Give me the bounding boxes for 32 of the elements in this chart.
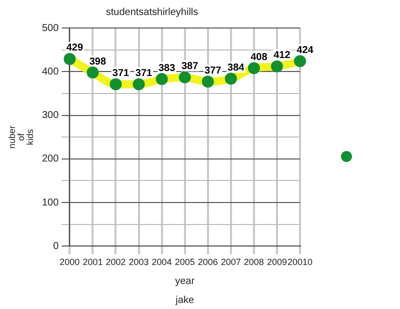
y-tick-label: 300 (42, 110, 60, 122)
x-tick-label: 20010 (287, 257, 313, 268)
y-axis-title: nuber of kids (6, 126, 35, 149)
y-tick-label: 400 (42, 66, 60, 78)
data-label: 383 (158, 62, 176, 74)
x-tick-label: 2002 (106, 257, 126, 268)
x-tick-label: 2006 (198, 257, 218, 268)
y-tick-label: 100 (42, 197, 60, 208)
x-tick-label: 2007 (220, 257, 241, 268)
data-label: 398 (89, 56, 106, 68)
x-tick-label: 2009 (266, 257, 287, 268)
data-label: 371 (112, 68, 130, 80)
x-tick-label: 2001 (82, 257, 103, 268)
data-label: 377 (204, 65, 222, 76)
y-tick-label: 0 (53, 240, 60, 252)
chart-title: studentsatshirleyhills (106, 6, 198, 18)
x-tick-label: 2005 (174, 257, 195, 268)
data-label: 387 (182, 61, 199, 72)
data-label: 384 (228, 62, 245, 74)
x-tick-label: 2008 (244, 257, 264, 268)
x-tick-label: 2004 (152, 257, 172, 268)
y-tick-label: 500 (42, 22, 60, 34)
data-label: 408 (250, 52, 268, 63)
data-label: 412 (274, 50, 291, 62)
data-label: 429 (66, 42, 84, 54)
data-label: 424 (296, 44, 314, 56)
y-tick-label: 200 (42, 154, 60, 165)
text: jake (174, 294, 194, 306)
x-tick-label: 2000 (60, 257, 80, 268)
x-axis-title: year (175, 276, 196, 287)
data-label: 371 (135, 68, 153, 80)
x-tick-label: 2003 (128, 257, 149, 268)
